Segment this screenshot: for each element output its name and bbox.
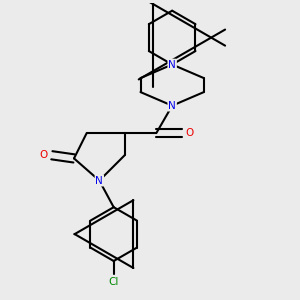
Text: Cl: Cl	[109, 277, 119, 286]
Text: O: O	[185, 128, 194, 138]
Text: N: N	[168, 101, 176, 111]
Text: N: N	[168, 59, 176, 70]
Text: O: O	[40, 150, 48, 160]
Text: N: N	[95, 176, 103, 186]
